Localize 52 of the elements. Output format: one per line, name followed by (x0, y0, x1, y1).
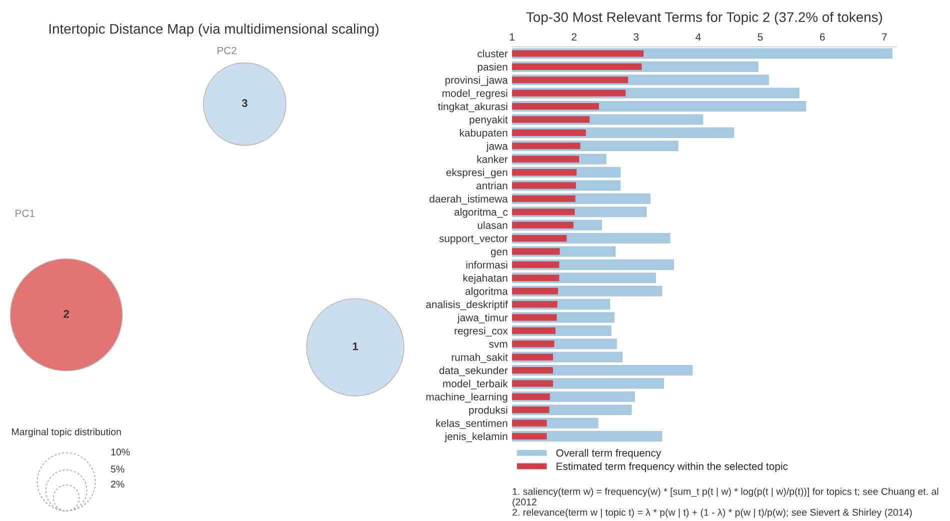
y-tick-label: jawa_timur (457, 314, 508, 324)
y-tick-label: provinsi_jawa (445, 76, 508, 86)
text: 10% (111, 448, 130, 456)
y-tick-label: jawa (486, 142, 508, 152)
text: 2. relevance(term w | topic t) = λ * p(w | t) + (1 - λ) * p(w | t)/p(w); see Sievert & Shirley (2014) (512, 508, 912, 518)
y-tick-label: analisis_deskriptif (426, 300, 508, 310)
y-tick-label: produksi (469, 406, 508, 416)
y-tick-label: regresi_cox (454, 326, 508, 337)
text: 5% (110, 466, 124, 473)
legend-label: Overall term frequency (556, 448, 662, 459)
y-tick-label: algoritma (465, 287, 508, 297)
y-tick-label: jenis_kelamin (444, 432, 508, 442)
x-tick-label: 4 (696, 33, 701, 41)
y-tick-label: tingkat_akurasi (438, 102, 508, 112)
y-tick-label: gen (490, 250, 508, 258)
text: 2 (64, 310, 69, 318)
y-tick-label: informasi (466, 260, 508, 269)
text: PC2 (218, 46, 236, 54)
y-tick-label: cluster (478, 50, 508, 58)
x-tick-label: 6 (820, 33, 825, 41)
chart-title: Top-30 Most Relevant Terms for Topic 2 (37.2% of tokens) (526, 12, 882, 25)
text: 2% (111, 480, 124, 488)
y-tick-label: ekspresi_gen (446, 168, 508, 178)
y-tick-label: support_vector (439, 235, 508, 244)
text: Intertopic Distance Map (via multidimensional scaling) (49, 24, 378, 37)
x-tick-label: 5 (758, 33, 763, 41)
y-tick-label: machine_learning (426, 392, 508, 403)
text: 3 (242, 99, 248, 108)
y-tick-label: kejahatan (463, 274, 508, 284)
y-tick-label: model_regresi (442, 89, 508, 100)
y-tick-label: kanker (477, 155, 508, 163)
text: 1. saliency(term w) = frequency(w) * [sum_t p(t | w) * log(p(t | w)/p(t))] for topics t; see Chuang et. al (2012 (512, 488, 938, 508)
y-tick-label: antrian (476, 182, 508, 190)
legend-label: Estimated term frequency within the selected topic (556, 462, 788, 472)
y-tick-label: model_terbaik (443, 380, 508, 390)
y-tick-label: penyakit (470, 116, 508, 126)
y-tick-label: svm (489, 342, 508, 348)
y-tick-label: pasien (478, 62, 508, 73)
y-tick-label: kabupaten (460, 128, 508, 139)
y-tick-label: data_sekunder (439, 366, 508, 376)
text: PC1 (16, 210, 34, 217)
y-tick-label: algoritma_c (454, 208, 508, 218)
y-tick-label: ulasan (478, 221, 508, 229)
x-tick-label: 7 (882, 33, 887, 41)
x-tick-label: 3 (634, 33, 639, 41)
x-tick-label: 2 (572, 33, 576, 41)
y-tick-label: rumah_sakit (452, 353, 508, 363)
x-tick-label: 1 (510, 33, 514, 41)
y-tick-label: kelas_sentimen (436, 419, 508, 429)
text: Marginal topic distribution (12, 428, 121, 438)
text: 1 (352, 342, 358, 350)
y-tick-label: daerah_istimewa (430, 194, 508, 205)
